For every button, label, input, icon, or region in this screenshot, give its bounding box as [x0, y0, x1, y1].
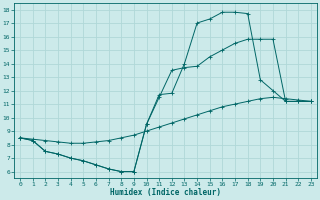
X-axis label: Humidex (Indice chaleur): Humidex (Indice chaleur)	[110, 188, 221, 197]
